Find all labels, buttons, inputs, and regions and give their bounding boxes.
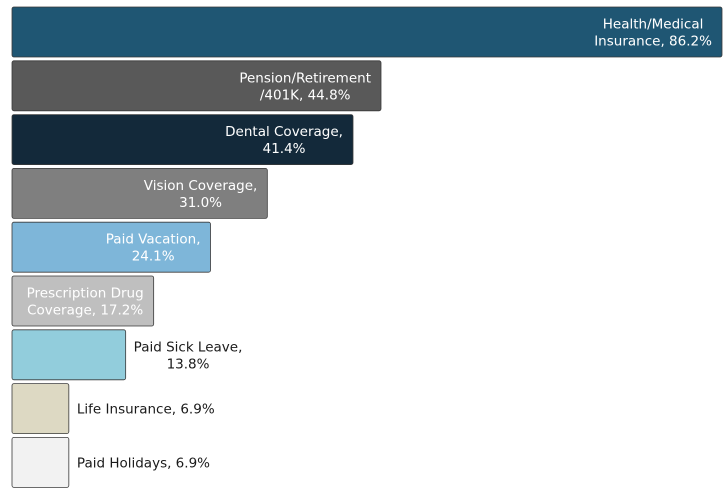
data-label-line: Prescription Drug bbox=[27, 286, 144, 302]
data-label-line: Vision Coverage, bbox=[144, 178, 258, 194]
bar bbox=[11, 275, 155, 327]
bar bbox=[11, 114, 354, 165]
data-label-line: Health/Medical bbox=[603, 17, 704, 33]
data-label-line: 13.8% bbox=[167, 356, 210, 372]
data-label-line: Coverage, 17.2% bbox=[27, 303, 143, 319]
data-label-line: Life Insurance, 6.9% bbox=[77, 402, 215, 418]
data-label-line: Insurance, 86.2% bbox=[594, 34, 712, 50]
data-label: Paid Vacation, 24.1% bbox=[106, 232, 201, 265]
data-label-line: 24.1% bbox=[132, 249, 175, 265]
data-label: Health/Medical Insurance, 86.2% bbox=[594, 17, 712, 50]
data-label: Pension/Retirement/401K, 44.8% bbox=[239, 70, 371, 103]
data-label-line: Paid Sick Leave, bbox=[134, 339, 243, 355]
bar bbox=[11, 436, 70, 488]
data-label: Paid Holidays, 6.9% bbox=[77, 455, 210, 471]
data-label: Paid Sick Leave, 13.8% bbox=[134, 339, 243, 372]
data-label: Life Insurance, 6.9% bbox=[77, 402, 215, 418]
bar bbox=[11, 329, 127, 381]
data-label: Prescription Drug Coverage, 17.2% bbox=[27, 286, 144, 319]
data-label-line: Pension/Retirement bbox=[239, 70, 371, 86]
data-label-line: /401K, 44.8% bbox=[260, 87, 351, 103]
data-label-line: 41.4% bbox=[263, 141, 306, 157]
bar bbox=[11, 167, 268, 219]
data-label-line: Paid Vacation, bbox=[106, 232, 201, 248]
data-label: Vision Coverage, 31.0% bbox=[144, 178, 258, 211]
data-label: Dental Coverage, 41.4% bbox=[225, 124, 343, 157]
data-label-line: Dental Coverage, bbox=[225, 124, 343, 140]
bar bbox=[11, 383, 70, 435]
data-label-line: Paid Holidays, 6.9% bbox=[77, 455, 210, 471]
data-label-line: 31.0% bbox=[179, 195, 222, 211]
bar bbox=[11, 6, 723, 58]
bar bbox=[11, 60, 382, 112]
bar bbox=[11, 221, 211, 273]
